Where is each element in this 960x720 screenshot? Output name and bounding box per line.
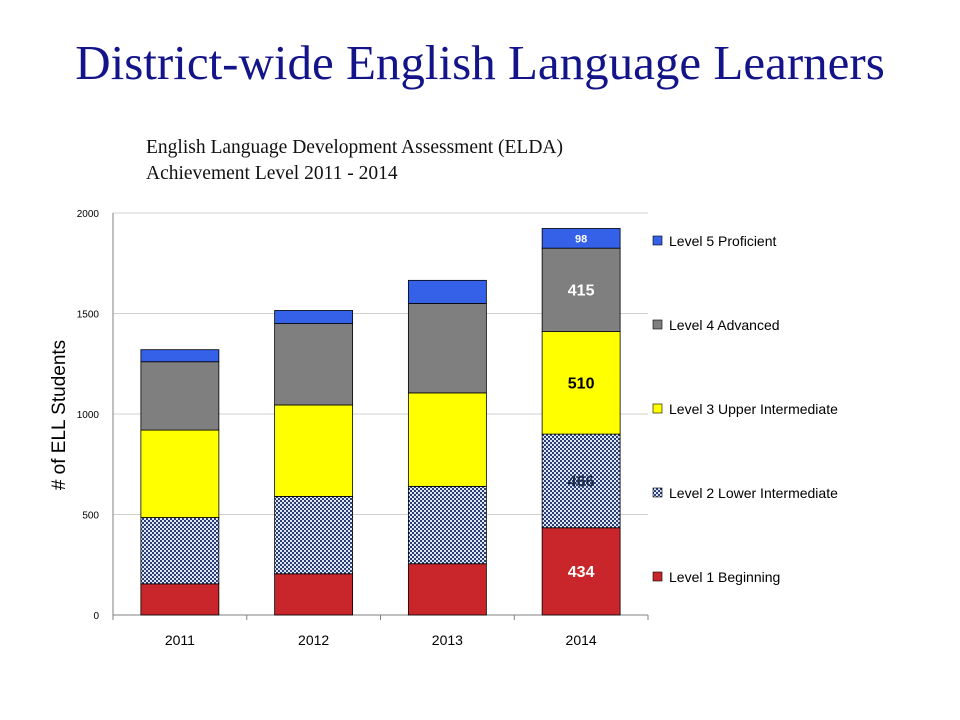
bar-segment xyxy=(274,323,354,406)
legend-label: Level 2 Lower Intermediate xyxy=(669,485,838,501)
legend-label: Level 3 Upper Intermediate xyxy=(669,401,838,417)
x-tick-label: 2011 xyxy=(165,632,195,648)
bar-segment xyxy=(541,247,621,332)
chart-title-line-1: English Language Development Assessment … xyxy=(146,137,563,158)
bar-segment xyxy=(541,228,621,249)
chart-title: English Language Development Assessment … xyxy=(146,135,563,187)
data-label: 466 xyxy=(568,474,595,491)
legend-swatch xyxy=(652,487,663,498)
bar-segment xyxy=(274,496,354,575)
slide-title: District-wide English Language Learners xyxy=(75,35,885,90)
legend-swatch xyxy=(652,403,663,414)
x-tick-label: 2014 xyxy=(566,632,597,648)
legend-label: Level 5 Proficient xyxy=(669,233,777,249)
bar-segment xyxy=(407,392,487,487)
bar-segment xyxy=(140,583,220,616)
bar-segment xyxy=(407,485,487,565)
y-tick-label: 1500 xyxy=(77,310,100,321)
bar-segment xyxy=(140,429,220,518)
bar-segment xyxy=(140,517,220,585)
y-tick-label: 0 xyxy=(93,611,99,622)
bars xyxy=(140,228,621,616)
bar-segment xyxy=(541,527,621,616)
bar-segment xyxy=(407,279,487,304)
bar-segment xyxy=(274,310,354,324)
bar-segment xyxy=(541,331,621,435)
legend: Level 5 Proficient Level 4 Advanced Level … xyxy=(652,233,838,585)
y-tick-label: 2000 xyxy=(77,209,100,220)
chart-title-line-2: Achievement Level 2011 - 2014 xyxy=(146,163,398,184)
x-tick-label: 2013 xyxy=(432,632,463,648)
bar-segment xyxy=(140,361,220,431)
legend-label: Level 4 Advanced xyxy=(669,317,780,333)
legend-swatch xyxy=(652,319,663,330)
bar-segment xyxy=(140,349,220,363)
y-tick-label: 500 xyxy=(82,511,99,522)
y-tick-label: 1000 xyxy=(77,410,100,421)
legend-swatch xyxy=(652,571,663,582)
bar-segment xyxy=(407,563,487,616)
bar-segment xyxy=(274,404,354,497)
data-label: 98 xyxy=(575,233,587,245)
bar-segment xyxy=(407,303,487,394)
data-labels: 434 466 510 415 98 xyxy=(568,233,595,581)
data-label: 510 xyxy=(568,376,595,393)
data-label: 434 xyxy=(568,564,595,581)
y-axis-label: # of ELL Students xyxy=(49,340,70,490)
legend-label: Level 1 Beginning xyxy=(669,569,780,585)
bar-segment xyxy=(541,433,621,529)
legend-swatch xyxy=(652,235,663,246)
data-label: 415 xyxy=(568,283,595,300)
bar-segment xyxy=(274,573,354,616)
x-tick-label: 2012 xyxy=(298,632,329,648)
